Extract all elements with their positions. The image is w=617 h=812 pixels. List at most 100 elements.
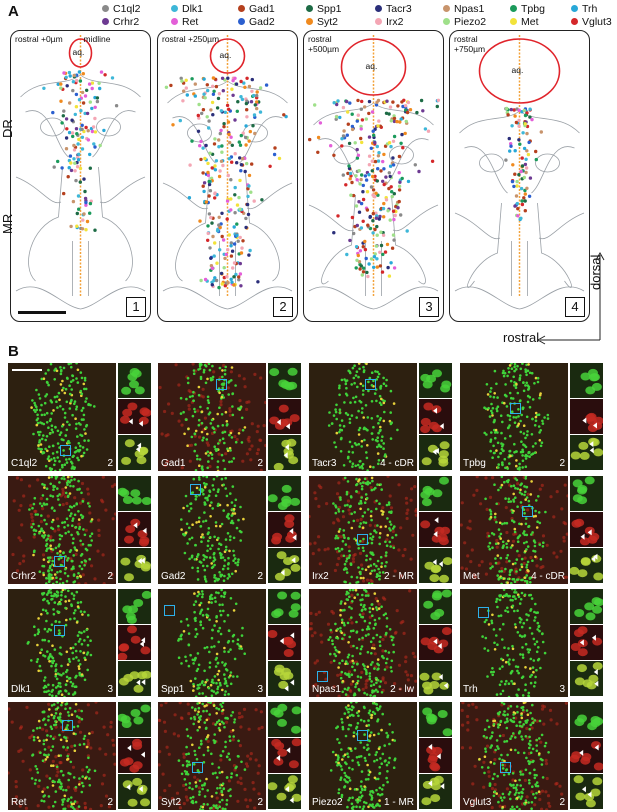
orientation-arrows — [536, 251, 605, 345]
inset-cells — [419, 548, 452, 583]
inset-cells — [118, 399, 151, 434]
inset-cells — [570, 738, 603, 773]
micrograph-cells — [8, 589, 116, 697]
legend-label: Vglut3 — [582, 16, 612, 28]
micrograph-spp1: Spp1 3 — [158, 589, 266, 697]
inset-cells — [268, 702, 301, 737]
section-ref-label: 2 — [559, 458, 565, 469]
micrograph-cells — [460, 702, 568, 810]
gene-label: Met — [463, 571, 480, 582]
midline-label: midline — [83, 34, 111, 44]
section-label: rostral +0µm — [15, 34, 63, 44]
inset-green — [419, 476, 452, 511]
section-ref-label: 3 — [559, 684, 565, 695]
inset-green — [419, 363, 452, 398]
inset-merge — [118, 774, 151, 809]
micrograph-met: Met 4 - cDR — [460, 476, 568, 584]
inset-merge — [118, 661, 151, 696]
legend-label: Crhr2 — [113, 16, 140, 28]
inset-cells — [118, 548, 151, 583]
inset-green — [570, 476, 603, 511]
micrograph-cells — [309, 476, 417, 584]
legend-label: Gad1 — [249, 3, 275, 15]
legend-item-syt2: Syt2 — [306, 16, 338, 28]
legend-dot-icon — [571, 4, 578, 12]
inset-red — [268, 399, 301, 434]
inset-cells — [268, 512, 301, 547]
gene-label: C1ql2 — [11, 458, 38, 469]
inset-merge — [570, 435, 603, 470]
region-of-interest-box — [216, 379, 227, 390]
aqueduct-label: aq. — [219, 50, 232, 60]
inset-cells — [268, 589, 301, 624]
dorsal-label: dorsal — [588, 254, 603, 290]
legend-item-vglut3: Vglut3 — [571, 16, 612, 28]
legend-dot-icon — [171, 17, 178, 25]
inset-green — [570, 589, 603, 624]
legend-dot-icon — [510, 4, 517, 12]
inset-merge — [419, 435, 452, 470]
micrograph-cells — [8, 476, 116, 584]
micrograph-piezo2: Piezo2 1 - MR — [309, 702, 417, 810]
inset-merge — [268, 774, 301, 809]
micrograph-cells — [8, 363, 116, 471]
inset-cells — [268, 625, 301, 660]
inset-cells — [118, 625, 151, 660]
panel-b-letter: B — [8, 343, 19, 360]
legend-label: Syt2 — [317, 16, 339, 28]
section-ref-label: 2 — [559, 797, 565, 808]
inset-red — [570, 512, 603, 547]
section-ref-label: 1 - MR — [384, 797, 414, 808]
legend-dot-icon — [306, 4, 313, 12]
legend-item-ret: Ret — [171, 16, 198, 28]
inset-green — [570, 363, 603, 398]
inset-cells — [419, 399, 452, 434]
region-of-interest-box — [357, 730, 368, 741]
inset-green — [118, 363, 151, 398]
dr-label: DR — [0, 119, 15, 138]
inset-red — [118, 625, 151, 660]
region-of-interest-box — [60, 445, 71, 456]
inset-merge — [570, 548, 603, 583]
section-ref-label: 3 — [257, 684, 263, 695]
inset-green — [268, 363, 301, 398]
inset-cells — [419, 774, 452, 809]
legend-item-gad1: Gad1 — [238, 3, 275, 15]
inset-cells — [118, 774, 151, 809]
gene-label: Crhr2 — [11, 571, 37, 582]
section-ref-label: 4 - cDR — [380, 458, 414, 469]
inset-cells — [570, 399, 603, 434]
inset-cells — [419, 435, 452, 470]
section-ref-label: 2 — [107, 571, 113, 582]
section-ref-label: 4 - cDR — [531, 571, 565, 582]
aqueduct-label: aq. — [365, 61, 378, 71]
region-of-interest-box — [164, 605, 175, 616]
inset-red — [570, 625, 603, 660]
region-of-interest-box — [317, 671, 328, 682]
micrograph-gad2: Gad2 2 — [158, 476, 266, 584]
gene-label: Piezo2 — [312, 797, 343, 808]
inset-merge — [419, 661, 452, 696]
inset-cells — [118, 512, 151, 547]
micrograph-vglut3: Vglut3 2 — [460, 702, 568, 810]
scale-bar — [18, 311, 66, 314]
inset-red — [419, 738, 452, 773]
legend-label: Npas1 — [454, 3, 485, 15]
gene-label: Syt2 — [161, 797, 182, 808]
inset-cells — [268, 435, 301, 470]
legend-label: Tpbg — [521, 3, 545, 15]
inset-merge — [570, 774, 603, 809]
gene-label: Trh — [463, 684, 478, 695]
micrograph-scale-bar — [12, 369, 42, 371]
section-number: 2 — [273, 297, 293, 317]
legend-item-crhr2: Crhr2 — [102, 16, 139, 28]
legend-label: Met — [521, 16, 539, 28]
section-number: 3 — [419, 297, 439, 317]
gene-label: Irx2 — [312, 571, 329, 582]
legend-label: C1ql2 — [113, 3, 141, 15]
section-outline — [15, 35, 146, 310]
inset-red — [268, 625, 301, 660]
inset-cells — [419, 738, 452, 773]
micrograph-cells — [309, 363, 417, 471]
inset-red — [419, 512, 452, 547]
